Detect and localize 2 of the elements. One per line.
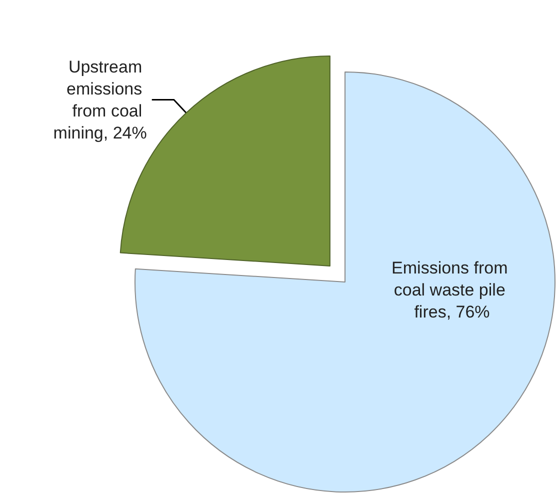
slice-label: Emissions from coal waste pile fires, 76%	[392, 258, 512, 322]
slice-label: Upstream emissions from coal mining, 24%	[53, 57, 147, 142]
